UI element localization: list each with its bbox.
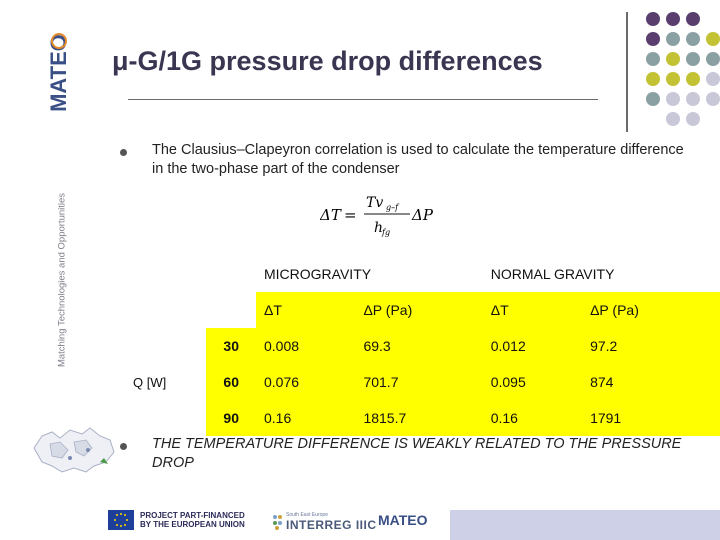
eu-funding-text: PROJECT PART-FINANCED BY THE EUROPEAN UN… [140,511,245,529]
table-cell: 701.7 [355,364,483,400]
decor-dot [686,32,700,46]
table-cell: 0.095 [482,364,583,400]
title-divider [128,99,598,100]
decor-dot [686,52,700,66]
decorative-divider [626,12,628,132]
table-cell: 0.16 [482,400,583,436]
decor-dot [706,52,720,66]
header-normal-gravity: NORMAL GRAVITY [490,266,615,282]
formula-rhs: ΔP [411,206,434,224]
table-cell: 69.3 [355,328,483,364]
bullet-text-2: THE TEMPERATURE DIFFERENCE IS WEAKLY REL… [152,436,682,471]
table-subheader-row: ΔT ΔP (Pa) ΔT ΔP (Pa) [133,292,720,328]
decor-dot [646,92,660,106]
formula-denominator-sub: fg [381,228,390,237]
decor-dot [706,32,720,46]
decor-dot [646,32,660,46]
row-q-value: 60 [206,364,256,400]
interreg-subtitle: South East Europe [286,512,328,518]
decor-dot [686,112,700,126]
mateo-logo: MATEO [46,33,71,112]
decor-dot [686,92,700,106]
bullet-marker [120,443,127,450]
table-cell: 0.008 [256,328,356,364]
table-cell: 0.16 [256,400,356,436]
interreg-title: INTERREG IIIC [286,518,377,532]
slide-title: μ-G/1G pressure drop differences [112,46,543,76]
decor-dot [646,72,660,86]
eu-line-2: BY THE EUROPEAN UNION [140,520,245,529]
formula-lhs: ΔT [320,206,342,224]
decor-dot [686,72,700,86]
sidebar-tagline: Matching Technologies and Opportunities [54,192,70,368]
bullet-marker [120,149,127,156]
interreg-logo: South East Europe INTERREG IIIC [272,512,376,532]
decor-dot [666,92,680,106]
decor-dot [666,12,680,26]
row-label-q: Q [W] [133,374,167,390]
row-q-value: 90 [206,400,256,436]
decor-dot [666,52,680,66]
decor-dot [706,72,720,86]
subheader-normal-dp: ΔP (Pa) [582,292,720,328]
formula-numerator: Tv [366,195,383,211]
subheader-micro-dt: ΔT [256,292,356,328]
footer-band [450,510,720,540]
bullet-text-1: The Clausius–Clapeyron correlation is us… [152,142,684,177]
formula-numerator-sub: g–f [386,203,400,212]
table-cell: 1791 [582,400,720,436]
decor-dot [666,112,680,126]
decor-dot [686,12,700,26]
tagline-text: Matching Technologies and Opportunities [56,192,68,368]
clausius-clapeyron-formula: ΔT = Tv g–f h fg ΔP [320,195,434,237]
eu-line-1: PROJECT PART-FINANCED [140,511,245,520]
europe-map-graphic [33,427,115,473]
subheader-normal-dt: ΔT [482,292,583,328]
decor-dot [666,72,680,86]
header-microgravity: MICROGRAVITY [264,266,372,282]
row-q-value: 30 [206,328,256,364]
decor-dot [646,12,660,26]
table-group-header-row: MICROGRAVITY NORMAL GRAVITY [133,256,720,292]
table-cell: 874 [582,364,720,400]
subheader-micro-dp: ΔP (Pa) [355,292,483,328]
interreg-mark-icon [273,515,282,530]
table-cell: 97.2 [582,328,720,364]
table-row: Q [W] 30 0.008 69.3 0.012 97.2 [133,328,720,390]
formula-denominator: h [374,220,383,236]
footer-mateo-logo: MATEO [378,512,428,528]
eu-flag-icon [108,510,134,530]
decor-dot [646,52,660,66]
decor-dot [706,92,720,106]
formula-equals: = [344,206,357,224]
table-row: 60 0.076 701.7 0.095 874 [133,364,720,400]
decor-dot [666,32,680,46]
table-cell: 0.012 [482,328,583,364]
mateo-logo-text: MATEO [46,34,71,112]
pressure-drop-table: MICROGRAVITY NORMAL GRAVITY ΔT ΔP (Pa) Δ… [133,256,720,436]
table-cell: 0.076 [256,364,356,400]
table-row: 90 0.16 1815.7 0.16 1791 [133,400,720,436]
table-cell: 1815.7 [355,400,483,436]
